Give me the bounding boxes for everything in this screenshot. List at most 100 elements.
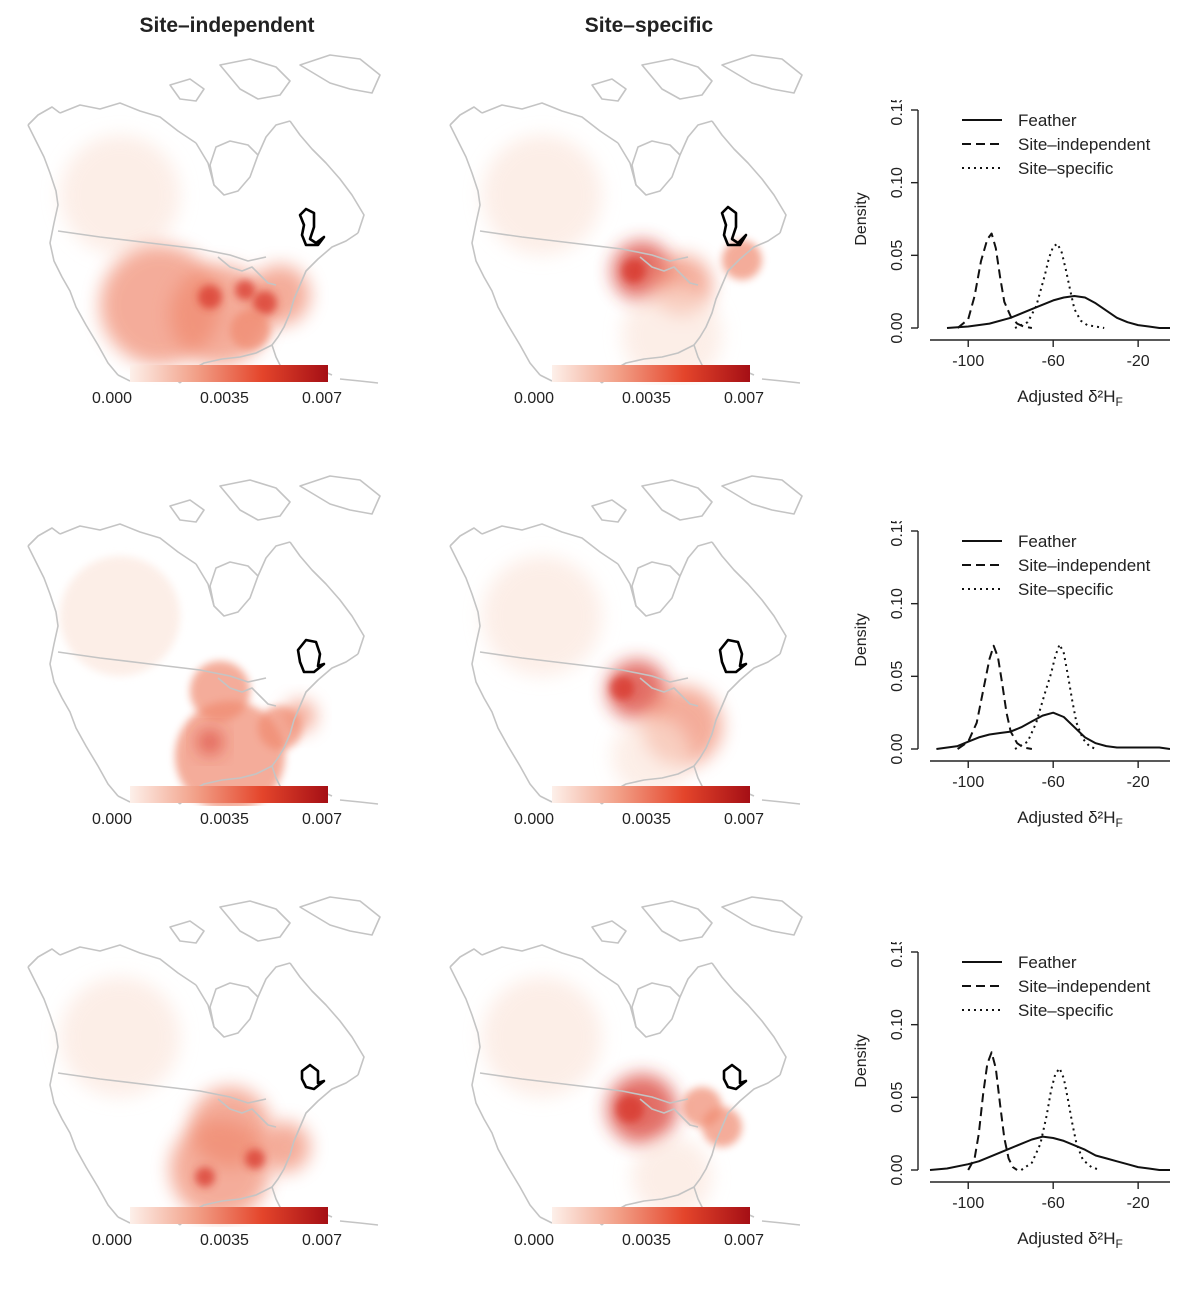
legend-label: Site–specific [1018,580,1114,599]
colorbar-tick-label: 0.0035 [200,1232,249,1249]
legend-label: Site–specific [1018,1001,1114,1020]
probability-hotspot [60,135,180,255]
probability-hotspot [235,280,255,300]
legend: Feather Site–independent Site–specific [962,111,1151,178]
colorbar-tick-label: 0.0035 [622,1232,671,1249]
colorbar-tick-label: 0.007 [724,1232,765,1249]
map-panel: 0.000 0.0035 0.007 [0,887,400,1257]
x-tick-label: -100 [952,353,984,370]
x-axis-label: Adjusted δ²HF [1017,387,1123,409]
colorbar [552,1207,750,1224]
density-plot: 0.00 0.05 0.10 0.15 -100 -60 -20 Density Adjuste… [850,936,1170,1312]
probability-hotspot [722,240,762,280]
colorbar-tick-label: 0.007 [724,811,765,828]
breeding-range-outline [298,207,326,247]
probability-surface [60,977,310,1219]
probability-hotspot [622,259,646,283]
x-tick-label: -60 [1042,1195,1065,1212]
series-line [967,1051,1018,1171]
x-tick-label: -20 [1127,1195,1150,1212]
north-america-map [27,475,381,806]
probability-hotspot [260,1122,310,1172]
north-america-map [449,54,803,385]
colorbar-tick-label: 0.0035 [200,811,249,828]
axes [911,109,1170,347]
y-axis-label: Density [853,1034,870,1087]
series-line [956,232,1033,329]
probability-hotspot [195,1167,215,1187]
map-panel: 0.000 0.0035 0.007 [0,466,400,836]
probability-surface [482,556,722,796]
colorbar [130,365,328,382]
probability-hotspot [482,977,602,1097]
north-america-map [27,896,381,1226]
map-panel: 0.000 0.0035 0.007 [422,45,822,415]
x-tick-label: -20 [1127,353,1150,370]
x-axis-label: Adjusted δ²HF [1017,1229,1123,1251]
probability-hotspot [612,716,692,796]
colorbar-tick-label: 0.000 [92,811,133,828]
colorbar-tick-label: 0.000 [92,390,133,407]
colorbar-tick-label: 0.007 [302,390,343,407]
colorbar-tick-label: 0.000 [92,1232,133,1249]
y-tick-label: 0.10 [889,167,906,198]
colorbar-tick-label: 0.000 [514,390,555,407]
map-panel: 0.000 0.0035 0.007 [0,45,400,415]
probability-surface [482,977,742,1217]
x-axis-label: Adjusted δ²HF [1017,808,1123,830]
series-line [1020,1067,1101,1171]
series-line [936,711,1171,750]
axes [911,530,1170,768]
probability-hotspot [60,977,180,1097]
x-tick-label: -100 [952,774,984,791]
colorbar-tick-label: 0.0035 [622,390,671,407]
coastline [27,896,381,1226]
probability-hotspot [482,556,602,676]
y-axis-label: Density [853,192,870,245]
colorbar [130,786,328,803]
probability-surface [60,135,310,365]
series-line [929,1135,1170,1171]
title-site-independent: Site–independent [139,14,315,37]
legend-label: Feather [1018,953,1077,972]
y-tick-label: 0.10 [889,588,906,619]
colorbar-tick-label: 0.000 [514,811,555,828]
colorbar [552,365,750,382]
legend-label: Site–independent [1018,977,1151,996]
colorbar [552,786,750,803]
density-plot: 0.00 0.05 0.10 0.15 -100 -60 -20 Density Adjuste… [850,515,1171,891]
colorbar-tick-label: 0.0035 [622,811,671,828]
series-line [957,644,1033,750]
legend-label: Feather [1018,532,1077,551]
colorbar-tick-label: 0.007 [724,390,765,407]
legend-label: Feather [1018,111,1077,130]
map-panel: 0.000 0.0035 0.007 [422,887,822,1257]
coastline [449,475,803,805]
y-tick-label: 0.00 [889,1154,906,1185]
breeding-range-outline [300,1063,326,1091]
probability-surface [60,556,316,806]
axes [911,951,1170,1189]
y-tick-label: 0.10 [889,1009,906,1040]
density-plot: 0.00 0.05 0.10 0.15 -100 -60 -20 Density Adjuste… [850,94,1170,470]
probability-hotspot [60,556,180,676]
legend-label: Site–specific [1018,159,1114,178]
probability-hotspot [175,701,285,806]
probability-hotspot [198,285,222,309]
probability-surface [482,135,762,385]
title-site-specific: Site–specific [584,14,714,37]
colorbar-tick-label: 0.0035 [200,390,249,407]
x-tick-label: -100 [952,1195,984,1212]
probability-hotspot [284,700,316,732]
y-axis-label: Density [853,613,870,666]
probability-hotspot [610,676,634,700]
y-tick-label: 0.00 [889,312,906,343]
y-tick-label: 0.15 [889,100,906,126]
probability-hotspot [616,1095,644,1123]
series-line [1014,242,1105,329]
legend-label: Site–independent [1018,135,1151,154]
coastline [27,475,381,805]
y-tick-label: 0.05 [889,661,906,692]
colorbar-tick-label: 0.007 [302,1232,343,1249]
series-line [946,295,1170,329]
